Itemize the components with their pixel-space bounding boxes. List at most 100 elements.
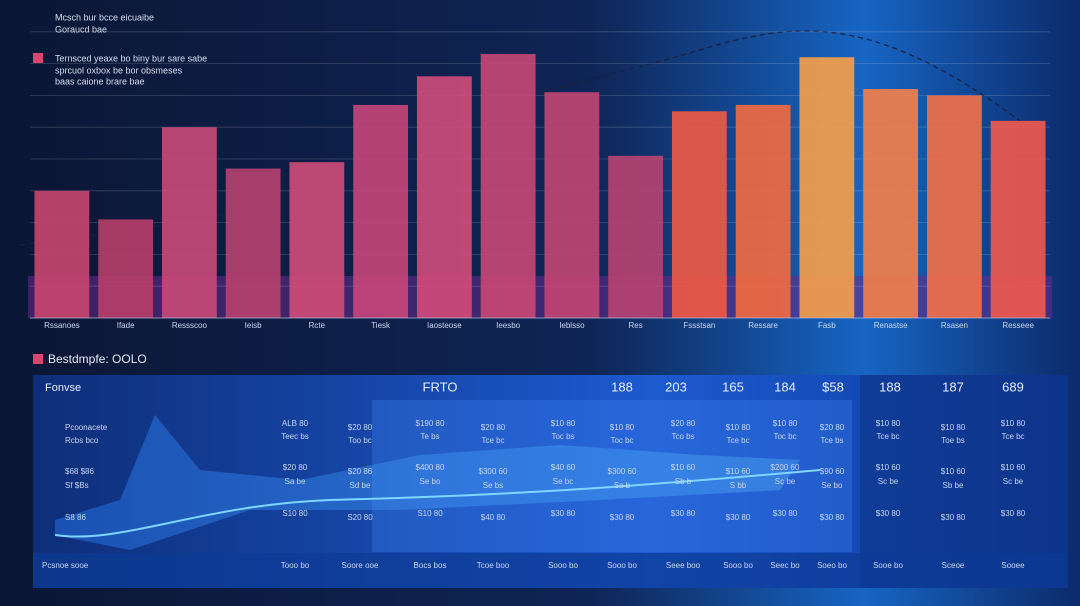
table-cell: $10 60	[876, 463, 901, 472]
footer-cell: Tooo bo	[281, 561, 310, 570]
section-title: Bestdmpfe: OOLO	[48, 352, 147, 366]
table-cell: Sb b	[675, 477, 692, 486]
table-cell: $20 80	[283, 463, 308, 472]
header-cell: $58	[822, 379, 844, 394]
footer-cell: Pcsnoe sooe	[42, 561, 89, 570]
footer-cell: Sooo bo	[607, 561, 637, 570]
footer-cell: Sooee	[1001, 561, 1025, 570]
header-cell: Fonvse	[45, 382, 81, 394]
x-tick-label: Res	[629, 321, 643, 330]
table-cell: Te bs	[420, 432, 439, 441]
table-cell: $40 80	[481, 513, 506, 522]
section-swatch	[33, 354, 43, 364]
header-cell: 187	[942, 379, 964, 394]
table-cell: Tce bc	[1001, 432, 1024, 441]
x-tick-label: Rssanoes	[44, 321, 80, 330]
bar	[863, 89, 919, 318]
table-cell: Toe bs	[941, 436, 965, 445]
chart-title: Mcsch bur bcce eicuaibe	[55, 12, 154, 22]
table-cell: Tce bs	[820, 436, 843, 445]
bar	[735, 104, 791, 318]
table-cell: Sc be	[775, 477, 796, 486]
chart-subtitle: Goraucd bae	[55, 24, 107, 34]
header-cell: 165	[722, 379, 744, 394]
x-tick-label: Rsasen	[941, 321, 968, 330]
footer-cell: Seec bo	[770, 561, 800, 570]
table-cell: $20 80	[820, 423, 845, 432]
table-cell: $10 80	[773, 419, 798, 428]
table-cell: $300 60	[479, 467, 508, 476]
table-cell: $30 80	[876, 509, 901, 518]
x-tick-label: Ressare	[748, 321, 778, 330]
table-cell: Toc bc	[773, 432, 796, 441]
bar	[98, 219, 154, 318]
table-cell: Tce bc	[876, 432, 899, 441]
wave-line	[54, 469, 821, 538]
table-cell: S bb	[730, 481, 747, 490]
bar	[480, 54, 536, 319]
header-cell: 203	[665, 379, 687, 394]
header-cell: 689	[1002, 379, 1024, 394]
table-cell: $20 86	[348, 467, 373, 476]
table-footer	[33, 553, 1068, 588]
table-cell: $30 80	[820, 513, 845, 522]
wave-area	[55, 415, 800, 550]
header-cell: 188	[611, 379, 633, 394]
x-tick-label: Renastse	[874, 321, 908, 330]
table-cell: Pcoonacete	[65, 423, 108, 432]
footer-cell: Soeo bo	[817, 561, 847, 570]
table-cell: Sa be	[285, 477, 306, 486]
table-cell: $40 60	[551, 463, 576, 472]
x-tick-label: Tiesk	[371, 321, 391, 330]
footer-cell: Sooo bo	[723, 561, 753, 570]
table-cell: $10 80	[1001, 419, 1026, 428]
x-tick-label: Fasb	[818, 321, 836, 330]
bar	[608, 155, 664, 318]
footer-cell: Tcoe boo	[477, 561, 510, 570]
table-cell: $30 80	[671, 509, 696, 518]
x-tick-label: Iaosteose	[427, 321, 462, 330]
table-cell: S10 80	[282, 509, 308, 518]
table-cell: Se bo	[822, 481, 843, 490]
bar	[225, 168, 281, 318]
x-tick-label: Ressscoo	[172, 321, 208, 330]
table-cell: Se bs	[483, 481, 503, 490]
table-cell: $10 60	[671, 463, 696, 472]
table-cell: Se bo	[420, 477, 441, 486]
table-cell: $30 80	[726, 513, 751, 522]
table-cell: $10 80	[726, 423, 751, 432]
legend-label: Ternsced yeaxe bo biny bur sare sabe	[55, 53, 207, 63]
table-cell: $10 80	[941, 423, 966, 432]
table-cell: $10 60	[726, 467, 751, 476]
x-tick-label: Ieisb	[245, 321, 262, 330]
table-cell: Teec bs	[281, 432, 309, 441]
x-tick-label: Rcte	[309, 321, 326, 330]
table-cell: $30 80	[610, 513, 635, 522]
table-cell: S10 80	[417, 509, 443, 518]
footer-cell: Sooo bo	[548, 561, 578, 570]
table-cell: Sd be	[350, 481, 371, 490]
table-cell: $10 60	[1001, 463, 1026, 472]
table-cell: $30 80	[773, 509, 798, 518]
table-cell: Too bc	[348, 436, 372, 445]
footer-cell: Seee boo	[666, 561, 701, 570]
legend-note: sprcuol oxbox be bor obsmeses	[55, 65, 183, 75]
header-cell: 188	[879, 379, 901, 394]
table-cell: S8 86	[65, 513, 86, 522]
table-cell: Sc be	[878, 477, 899, 486]
table-cell: $200 60	[771, 463, 800, 472]
header-cell: 184	[774, 379, 796, 394]
table-cell: $20 80	[348, 423, 373, 432]
table-cell: Sb be	[943, 481, 964, 490]
table-cell: $90 60	[820, 467, 845, 476]
table-cell: $20 80	[671, 419, 696, 428]
table-cell: Toc bc	[610, 436, 633, 445]
table-cell: Sc be	[1003, 477, 1024, 486]
bar	[161, 127, 217, 318]
table-cell: Tce bc	[481, 436, 504, 445]
table-cell: ALB 80	[282, 419, 309, 428]
legend-note: baas caione brare bae	[55, 76, 145, 86]
table-cell: Tco bs	[671, 432, 694, 441]
table-cell: Rcbs bco	[65, 436, 99, 445]
